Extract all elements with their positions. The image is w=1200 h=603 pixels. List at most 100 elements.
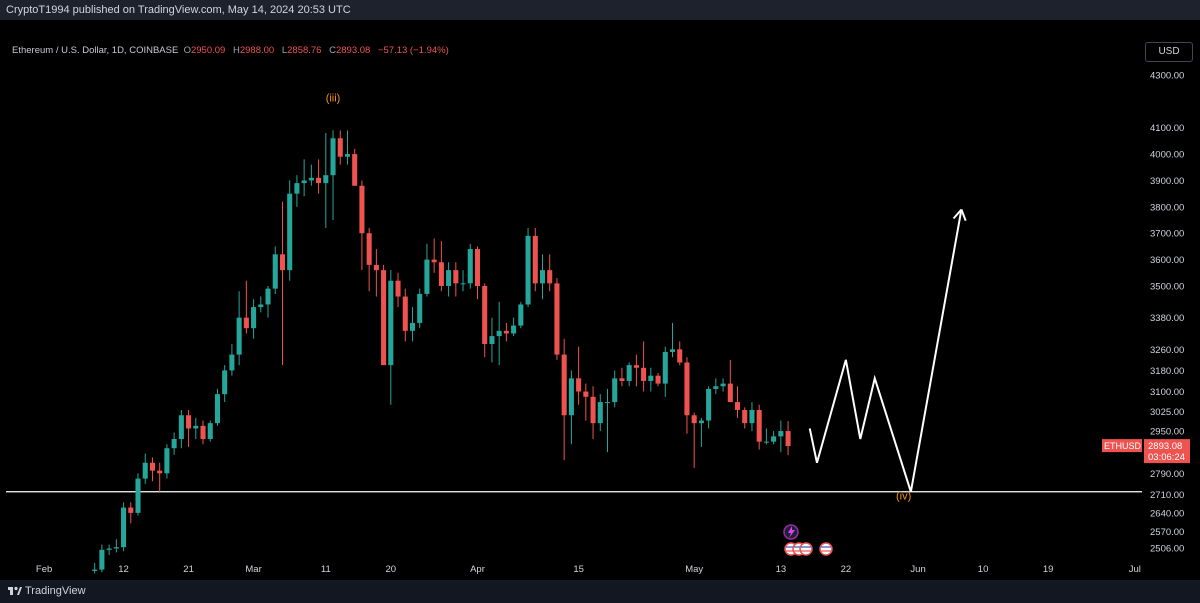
- candle[interactable]: [511, 317, 517, 337]
- candle[interactable]: [323, 132, 329, 228]
- candle[interactable]: [691, 412, 697, 469]
- candle[interactable]: [547, 254, 553, 292]
- candle[interactable]: [272, 246, 278, 294]
- candle[interactable]: [561, 338, 567, 461]
- candle[interactable]: [734, 386, 741, 418]
- candle[interactable]: [554, 278, 560, 360]
- candle[interactable]: [344, 130, 351, 165]
- candle[interactable]: [496, 301, 502, 366]
- candle[interactable]: [142, 453, 148, 484]
- candle[interactable]: [778, 420, 784, 453]
- candle[interactable]: [453, 262, 459, 297]
- candle[interactable]: [135, 473, 141, 516]
- candle[interactable]: [301, 159, 307, 197]
- candle[interactable]: [590, 386, 596, 440]
- candle[interactable]: [482, 283, 488, 358]
- candle[interactable]: [157, 462, 163, 492]
- candle[interactable]: [669, 322, 676, 358]
- candle[interactable]: [467, 243, 473, 289]
- candle[interactable]: [771, 431, 777, 445]
- candle[interactable]: [612, 370, 618, 408]
- candle[interactable]: [99, 544, 105, 573]
- candle[interactable]: [749, 402, 755, 432]
- candle[interactable]: [713, 378, 719, 395]
- candle[interactable]: [222, 365, 228, 403]
- candle[interactable]: [214, 388, 220, 426]
- candle[interactable]: [308, 164, 314, 186]
- candle[interactable]: [720, 378, 726, 392]
- candle[interactable]: [763, 428, 769, 445]
- candle[interactable]: [359, 180, 365, 271]
- candle[interactable]: [207, 420, 213, 442]
- currency-button[interactable]: USD: [1145, 42, 1193, 62]
- candle[interactable]: [164, 444, 170, 479]
- candle[interactable]: [539, 254, 546, 300]
- candle[interactable]: [503, 322, 509, 342]
- candle[interactable]: [229, 344, 235, 376]
- candle[interactable]: [532, 227, 538, 292]
- candle[interactable]: [373, 249, 379, 297]
- candle[interactable]: [251, 299, 257, 339]
- chart-area[interactable]: (iii) (iv) 4300.00 4100.00 4000.00 3900.00 38…: [0, 20, 1200, 583]
- candle[interactable]: [619, 367, 625, 387]
- candle[interactable]: [633, 354, 639, 387]
- candle[interactable]: [106, 544, 112, 556]
- candle[interactable]: [641, 341, 647, 392]
- candle[interactable]: [684, 357, 690, 434]
- candle[interactable]: [337, 130, 343, 165]
- candle[interactable]: [474, 246, 481, 300]
- candle[interactable]: [438, 241, 444, 292]
- candle[interactable]: [409, 307, 416, 342]
- candle[interactable]: [243, 280, 249, 334]
- candle[interactable]: [316, 159, 322, 194]
- candle[interactable]: [171, 432, 177, 455]
- candle[interactable]: [417, 288, 423, 329]
- candle[interactable]: [294, 175, 300, 207]
- lightning-event-icon[interactable]: [783, 524, 799, 540]
- candle[interactable]: [128, 502, 134, 524]
- candle[interactable]: [489, 317, 495, 363]
- candle[interactable]: [366, 227, 372, 292]
- candle[interactable]: [121, 502, 127, 552]
- candle[interactable]: [402, 288, 408, 342]
- candle[interactable]: [431, 238, 437, 273]
- candle[interactable]: [698, 417, 704, 447]
- candle[interactable]: [193, 417, 199, 440]
- candle[interactable]: [381, 264, 387, 366]
- candle[interactable]: [352, 148, 358, 186]
- event-markers[interactable]: [783, 524, 833, 556]
- candle[interactable]: [92, 563, 98, 574]
- candle[interactable]: [597, 394, 603, 432]
- candle[interactable]: [568, 370, 574, 445]
- us-flag-event-icon[interactable]: [819, 542, 833, 556]
- candle[interactable]: [186, 409, 192, 447]
- candle[interactable]: [200, 420, 206, 445]
- candle[interactable]: [742, 407, 748, 429]
- candle[interactable]: [662, 346, 668, 397]
- candle[interactable]: [727, 359, 733, 403]
- price-chart[interactable]: (iii) (iv) 4300.00 4100.00 4000.00 3900.00 38…: [0, 20, 1200, 583]
- candle[interactable]: [604, 388, 611, 453]
- candle[interactable]: [236, 291, 242, 366]
- candle[interactable]: [576, 346, 582, 405]
- candle[interactable]: [388, 270, 394, 405]
- candle[interactable]: [265, 285, 271, 318]
- candle[interactable]: [706, 386, 712, 429]
- candle[interactable]: [149, 457, 155, 482]
- candle[interactable]: [525, 227, 531, 308]
- candle[interactable]: [518, 301, 524, 329]
- candle[interactable]: [113, 539, 119, 553]
- candle[interactable]: [655, 373, 661, 387]
- candle[interactable]: [460, 270, 466, 292]
- us-flag-event-icon[interactable]: [799, 542, 813, 556]
- candle[interactable]: [330, 130, 336, 221]
- candle[interactable]: [178, 409, 184, 449]
- candle[interactable]: [258, 296, 264, 313]
- candle[interactable]: [424, 243, 430, 297]
- candle[interactable]: [626, 362, 632, 387]
- candle[interactable]: [677, 341, 683, 366]
- wave-projection-path[interactable]: [808, 209, 963, 493]
- candle[interactable]: [446, 262, 452, 297]
- candle[interactable]: [583, 383, 589, 421]
- candle[interactable]: [785, 421, 791, 456]
